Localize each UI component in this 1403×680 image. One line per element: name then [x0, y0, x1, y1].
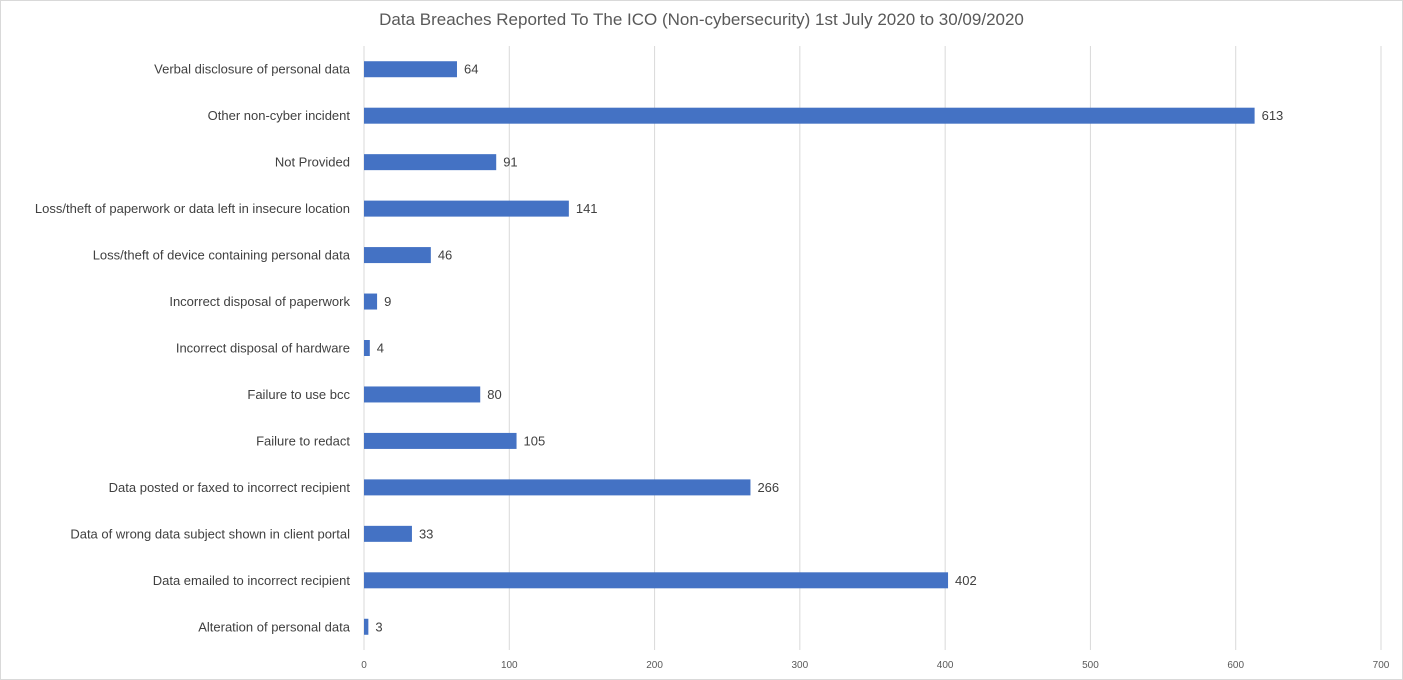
bar [364, 200, 569, 217]
bar [364, 479, 751, 496]
bar [364, 247, 431, 264]
category-label: Other non-cyber incident [208, 108, 351, 123]
bar [364, 107, 1255, 124]
data-label: 33 [419, 526, 433, 541]
data-label: 64 [464, 62, 478, 77]
category-label: Incorrect disposal of hardware [176, 341, 350, 356]
bar [364, 572, 949, 589]
bar [364, 340, 370, 356]
x-tick-label: 100 [501, 660, 518, 671]
category-label: Data posted or faxed to incorrect recipi… [109, 480, 351, 495]
category-label: Failure to use bcc [247, 387, 350, 402]
data-label: 3 [375, 619, 382, 634]
data-label: 80 [487, 387, 501, 402]
bar [364, 432, 517, 449]
data-label: 91 [503, 155, 517, 170]
x-tick-label: 200 [646, 660, 663, 671]
data-label: 266 [757, 480, 779, 495]
category-label: Data of wrong data subject shown in clie… [70, 526, 350, 541]
bar [364, 61, 457, 78]
data-label: 613 [1262, 108, 1284, 123]
bar [364, 618, 369, 635]
x-tick-label: 0 [361, 660, 367, 671]
category-label: Alteration of personal data [198, 619, 351, 634]
bar [364, 293, 378, 310]
category-label: Loss/theft of paperwork or data left in … [35, 201, 350, 216]
chart-title: Data Breaches Reported To The ICO (Non-c… [379, 10, 1024, 29]
x-tick-label: 300 [792, 660, 809, 671]
bar [364, 525, 412, 542]
category-label: Not Provided [275, 155, 350, 170]
category-label: Data emailed to incorrect recipient [153, 573, 351, 588]
x-tick-label: 400 [937, 660, 954, 671]
data-label: 46 [438, 248, 452, 263]
category-label: Loss/theft of device containing personal… [93, 248, 351, 263]
data-label: 4 [377, 341, 384, 356]
x-tick-label: 500 [1082, 660, 1099, 671]
x-tick-label: 700 [1373, 660, 1390, 671]
data-label: 141 [576, 201, 598, 216]
category-label: Failure to redact [256, 433, 350, 448]
bar [364, 154, 497, 171]
data-label: 105 [524, 433, 546, 448]
data-label: 9 [384, 294, 391, 309]
data-label: 402 [955, 573, 977, 588]
x-tick-label: 600 [1227, 660, 1244, 671]
bar [364, 386, 481, 403]
category-label: Incorrect disposal of paperwork [169, 294, 350, 309]
category-label: Verbal disclosure of personal data [154, 62, 351, 77]
